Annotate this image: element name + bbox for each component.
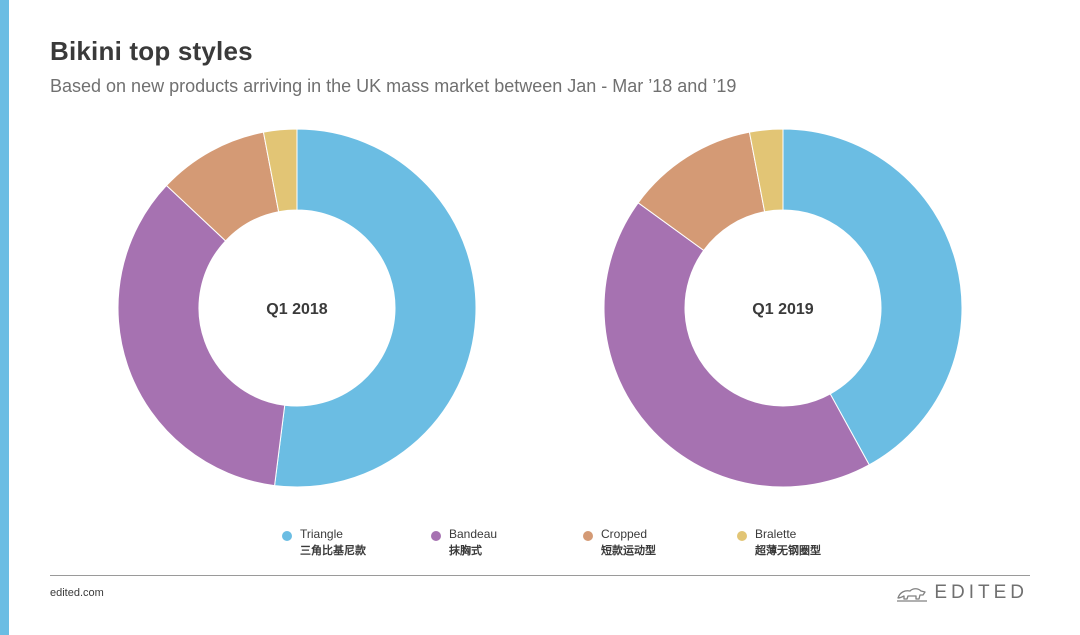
legend-label-cn-triangle: 三角比基尼款: [300, 544, 366, 557]
slice-triangle: [782, 128, 963, 466]
legend-label-cn-bralette: 超薄无钢圈型: [755, 544, 821, 557]
slice-bralette: [748, 128, 784, 213]
legend-label-bralette: Bralette: [755, 527, 797, 541]
donut-center-label: Q1 2019: [752, 301, 813, 318]
footer-brand: EDITED: [896, 582, 1028, 604]
legend-label-cropped: Cropped: [601, 527, 648, 541]
slice-bandeau: [117, 184, 286, 487]
legend-label-bandeau: Bandeau: [449, 527, 498, 541]
slice-bandeau: [603, 202, 870, 488]
chart-subtitle: Based on new products arriving in the UK…: [50, 76, 737, 96]
chart-title: Bikini top styles: [50, 36, 253, 66]
donut-center-label: Q1 2018: [266, 301, 327, 318]
slice-bralette: [262, 128, 298, 213]
polar-bear-logo-icon: [897, 588, 928, 602]
legend-label-cn-cropped: 短款运动型: [601, 544, 656, 557]
donut-chart-q1-2018: Q1 2018: [117, 128, 477, 488]
accent-bar: [0, 0, 9, 635]
donut-chart-q1-2019: Q1 2019: [603, 128, 963, 488]
legend-swatch-bandeau: [431, 531, 441, 541]
footer-site-link[interactable]: edited.com: [50, 587, 104, 599]
legend-label-cn-bandeau: 抹胸式: [449, 544, 482, 557]
legend-swatch-cropped: [583, 531, 593, 541]
donut-charts: Q1 2018 Q1 2019: [117, 128, 963, 488]
footer-divider: [50, 575, 1030, 576]
slice-triangle: [274, 128, 477, 488]
legend-swatch-bralette: [737, 531, 747, 541]
legend-swatch-triangle: [282, 531, 292, 541]
legend: Triangle 三角比基尼款 Bandeau 抹胸式 Cropped 短款运动…: [0, 527, 1080, 559]
brand-name: EDITED: [934, 582, 1028, 603]
legend-label-triangle: Triangle: [300, 527, 343, 541]
